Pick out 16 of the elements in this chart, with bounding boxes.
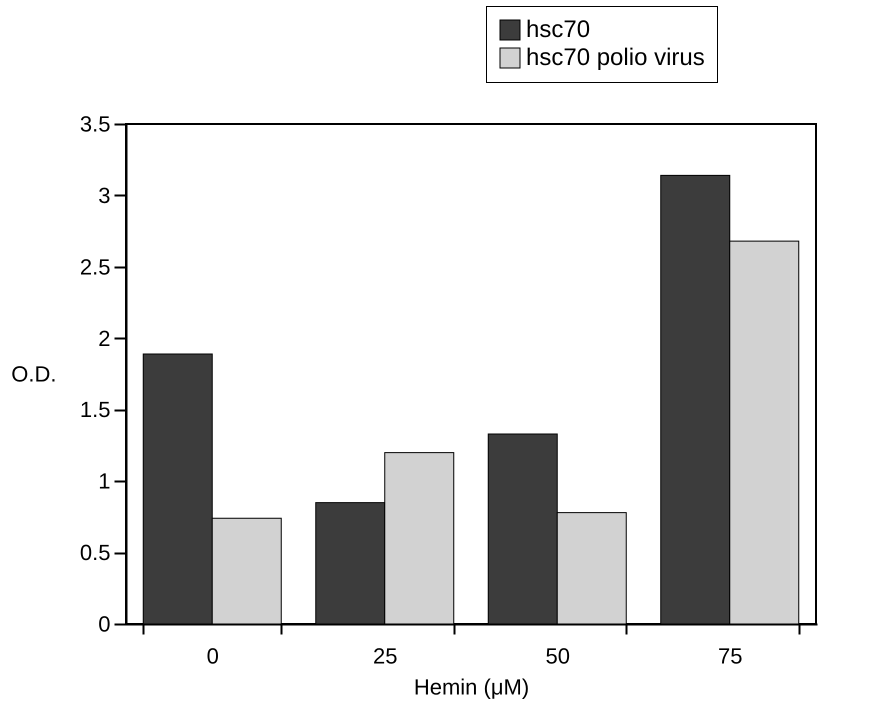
y-tick-label: 1.5 bbox=[80, 397, 110, 422]
legend-label: hsc70 polio virus bbox=[526, 44, 705, 71]
y-axis-title: O.D. bbox=[11, 362, 56, 386]
y-tick-label: 3.5 bbox=[80, 112, 110, 136]
y-tick-label: 2.5 bbox=[80, 254, 110, 280]
y-tick-label: 3 bbox=[98, 182, 110, 208]
x-axis-title: Hemin (μM) bbox=[414, 674, 530, 700]
y-tick-label: 0 bbox=[98, 612, 110, 636]
y-tick-label: 1 bbox=[98, 468, 110, 494]
y-tick-label: 0.5 bbox=[80, 540, 110, 566]
x-tick-label: 75 bbox=[718, 644, 742, 668]
x-tick-label: 25 bbox=[373, 644, 398, 668]
x-tick-label: 0 bbox=[206, 644, 219, 668]
x-tick-label: 50 bbox=[546, 644, 570, 668]
y-tick-label: 2 bbox=[98, 326, 110, 351]
legend-label: hsc70 bbox=[526, 16, 590, 43]
